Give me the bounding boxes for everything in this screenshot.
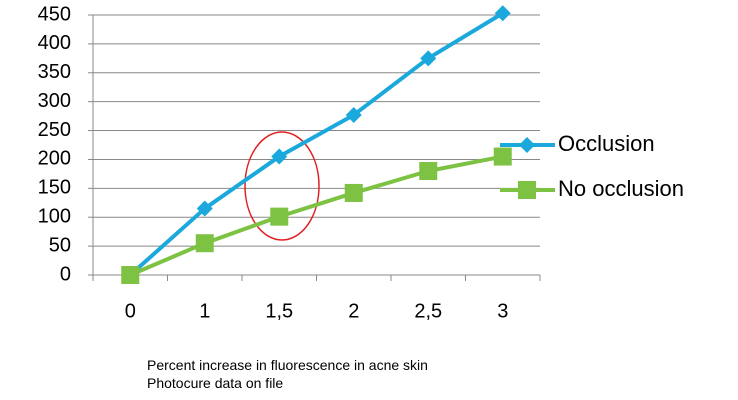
y-tick-label: 50 xyxy=(49,234,71,256)
y-tick-label: 400 xyxy=(38,32,71,54)
y-tick-label: 300 xyxy=(38,90,71,112)
marker xyxy=(493,147,512,166)
x-tick-label: 3 xyxy=(497,300,508,322)
caption: Photocure data on file xyxy=(147,375,283,391)
marker xyxy=(196,200,213,217)
x-tick-label: 0 xyxy=(125,300,136,322)
marker xyxy=(518,181,536,199)
marker xyxy=(345,106,362,123)
legend-label: No occlusion xyxy=(558,176,684,201)
y-tick-label: 150 xyxy=(38,177,71,199)
caption: Percent increase in fluorescence in acne… xyxy=(147,357,428,373)
highlight-circle xyxy=(244,131,320,241)
marker xyxy=(270,207,289,226)
marker xyxy=(419,162,438,180)
x-tick-label: 2,5 xyxy=(414,300,442,322)
series-line xyxy=(128,11,504,277)
legend-label: Occlusion xyxy=(558,131,655,156)
x-tick-label: 1 xyxy=(199,300,210,322)
y-tick-label: 200 xyxy=(38,148,71,170)
marker xyxy=(271,148,288,165)
marker xyxy=(494,5,511,22)
series-line xyxy=(129,154,504,277)
x-tick-label: 2 xyxy=(348,300,359,322)
marker xyxy=(344,183,363,202)
x-tick-label: 1,5 xyxy=(265,300,293,322)
y-tick-label: 0 xyxy=(60,263,71,285)
marker xyxy=(420,50,437,67)
marker xyxy=(121,266,140,284)
y-tick-label: 250 xyxy=(38,119,71,141)
y-tick-label: 450 xyxy=(38,3,71,25)
marker xyxy=(519,137,535,153)
y-tick-label: 350 xyxy=(38,61,71,83)
y-tick-label: 100 xyxy=(38,206,71,228)
marker xyxy=(195,234,214,253)
